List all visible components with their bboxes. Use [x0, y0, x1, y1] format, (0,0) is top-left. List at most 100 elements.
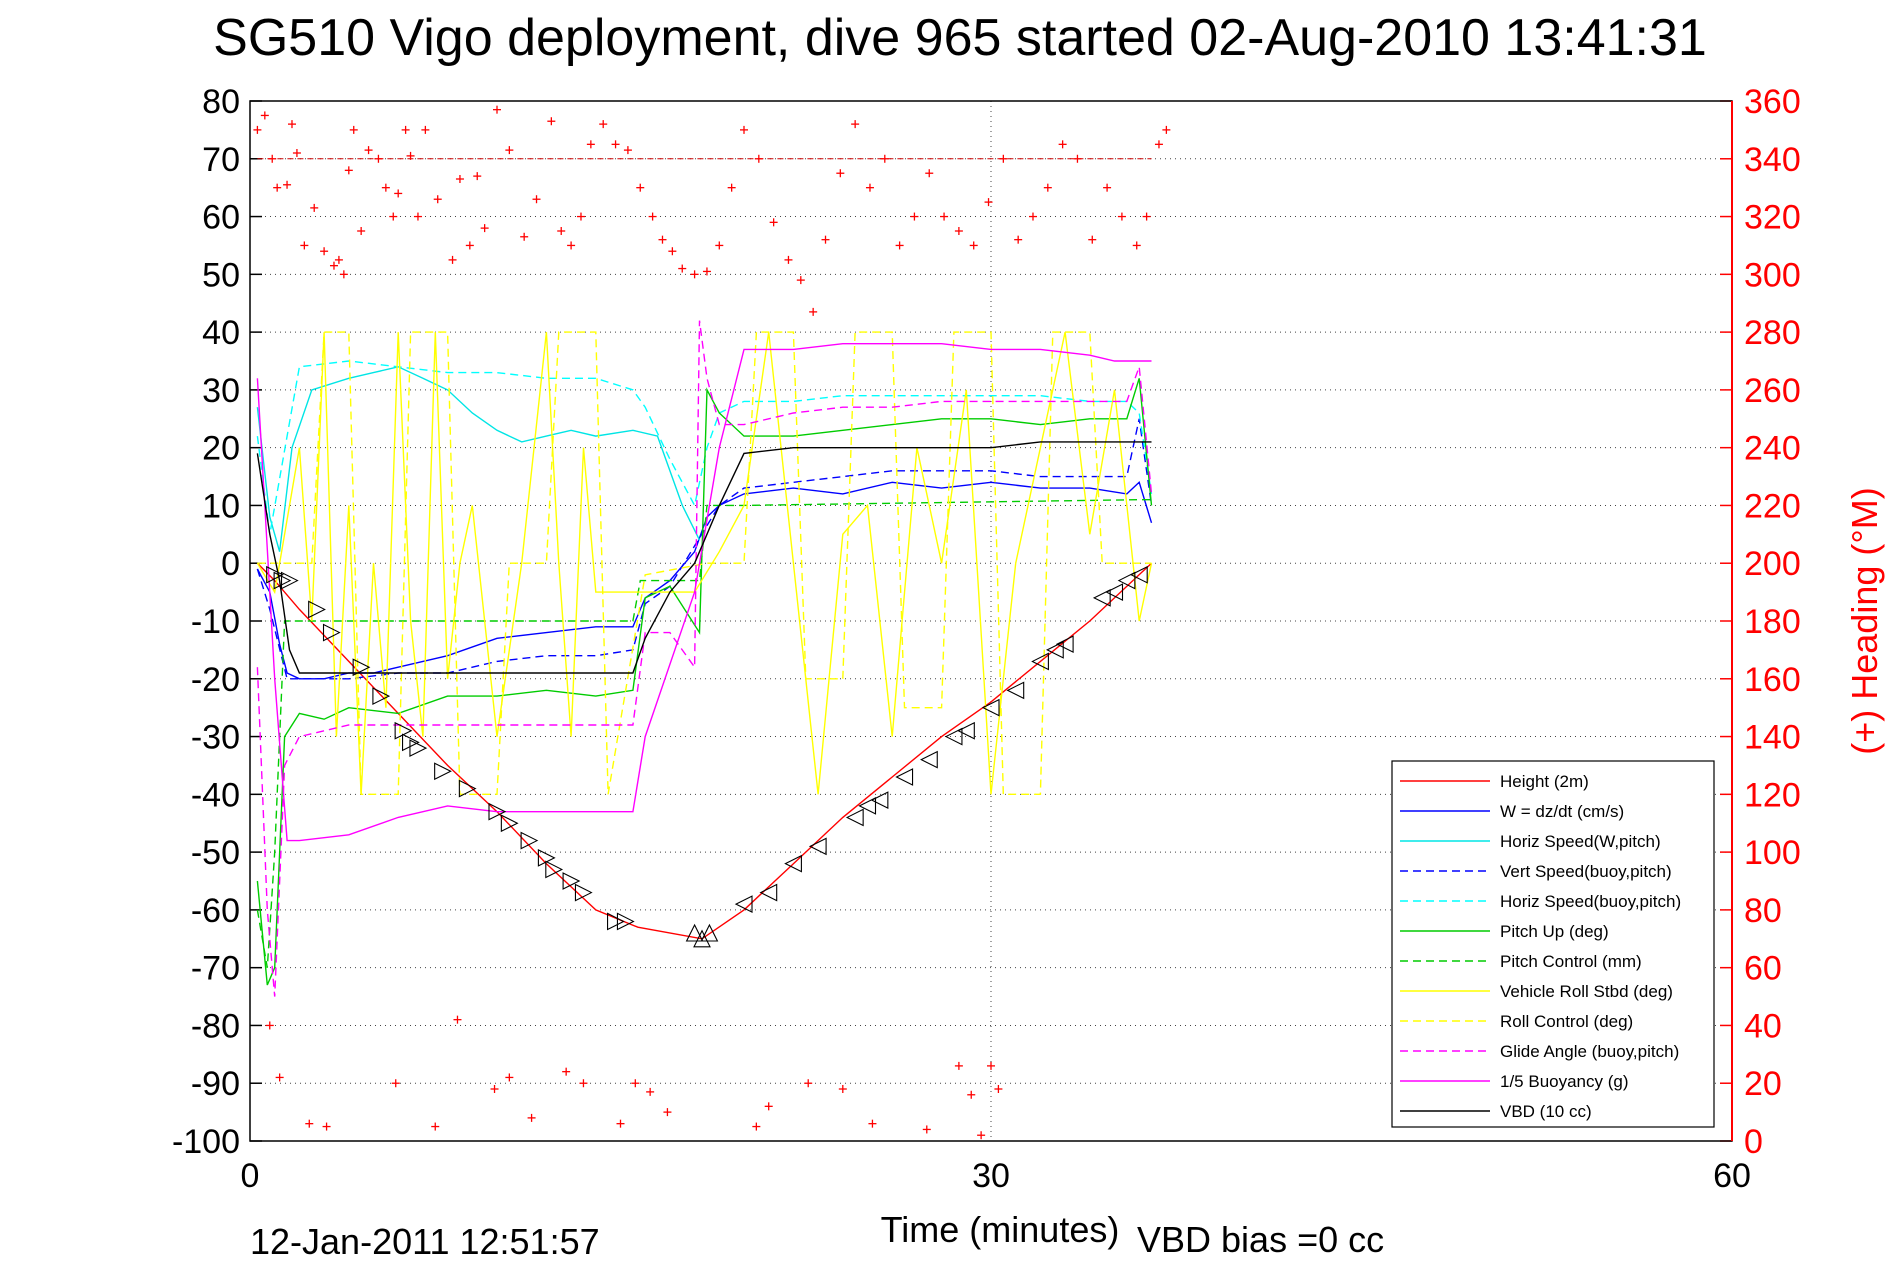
- y-tick-label-left: 10: [202, 487, 240, 525]
- heading-point: [880, 154, 889, 163]
- heading-point: [715, 241, 724, 250]
- height-marker: [434, 762, 452, 781]
- y-tick-label-left: -80: [191, 1007, 240, 1045]
- height-marker: [981, 698, 1000, 717]
- heading-point: [357, 227, 366, 235]
- heading-point: [967, 1090, 976, 1099]
- legend-label: Pitch Control (mm): [1500, 952, 1642, 971]
- y-tick-label-right: 120: [1744, 776, 1801, 814]
- heading-point: [547, 117, 556, 126]
- y-tick-label-right: 180: [1744, 603, 1801, 641]
- heading-points: [253, 105, 1171, 1140]
- heading-point: [344, 166, 353, 175]
- legend-entry: 1/5 Buoyancy (g): [1400, 1072, 1629, 1091]
- height-marker: [700, 923, 719, 942]
- y-tick-label-right: 200: [1744, 545, 1801, 583]
- series-pitch_control: [256, 499, 1152, 968]
- height-marker: [352, 658, 371, 677]
- height-marker: [808, 837, 827, 856]
- height-marker: [845, 808, 864, 827]
- heading-point: [868, 1119, 877, 1128]
- height-marker: [895, 768, 914, 786]
- legend-entry: Glide Angle (buoy,pitch): [1400, 1042, 1679, 1061]
- heading-point: [455, 175, 464, 183]
- right-axis-label: (+) Heading (°M): [1844, 487, 1885, 754]
- heading-point: [527, 1113, 536, 1122]
- heading-point: [391, 1079, 400, 1088]
- heading-point: [623, 146, 632, 155]
- legend-entry: VBD (10 cc): [1400, 1102, 1592, 1121]
- heading-point: [268, 154, 277, 163]
- heading-point: [381, 183, 390, 192]
- height-marker: [1092, 588, 1111, 607]
- heading-point: [1117, 212, 1126, 221]
- heading-point: [940, 212, 949, 221]
- heading-point: [1043, 183, 1052, 192]
- y-tick-label-right: 320: [1744, 199, 1801, 237]
- heading-point: [557, 227, 566, 235]
- heading-point: [1028, 212, 1037, 221]
- heading-point: [1132, 241, 1141, 250]
- heading-point: [329, 261, 338, 270]
- height-marker: [322, 623, 341, 642]
- heading-point: [954, 227, 963, 235]
- height-marker: [308, 600, 326, 619]
- heading-point: [1142, 212, 1151, 221]
- y-tick-label-right: 100: [1744, 834, 1801, 872]
- heading-point: [453, 1015, 462, 1024]
- heading-point: [636, 183, 645, 192]
- legend: Height (2m) W = dz/dt (cm/s) Horiz Speed(W…: [1391, 760, 1715, 1128]
- legend-label: VBD (10 cc): [1500, 1102, 1592, 1121]
- series-horiz_w: [256, 366, 701, 552]
- heading-point: [702, 267, 711, 276]
- height-marker: [1045, 640, 1064, 659]
- heading-point: [999, 154, 1008, 163]
- heading-point: [836, 169, 845, 178]
- legend-label: Vehicle Roll Stbd (deg): [1500, 982, 1673, 1001]
- y-tick-label-left: -90: [191, 1065, 240, 1103]
- height-marker: [520, 831, 539, 850]
- y-tick-label-right: 300: [1744, 256, 1801, 294]
- legend-label: Height (2m): [1500, 772, 1589, 791]
- heading-point: [769, 218, 778, 227]
- legend-box: [1391, 760, 1715, 1128]
- height-marker: [1105, 583, 1124, 602]
- legend-entry: Vert Speed(buoy,pitch): [1400, 862, 1672, 881]
- legend-label: Roll Control (deg): [1500, 1012, 1633, 1031]
- y-tick-label-right: 220: [1744, 487, 1801, 525]
- y-tick-label-left: -10: [191, 603, 240, 641]
- heading-point: [838, 1085, 847, 1093]
- y-tick-label-right: 140: [1744, 719, 1801, 757]
- legend-label: Horiz Speed(W,pitch): [1500, 832, 1661, 851]
- chart-title: SG510 Vigo deployment, dive 965 started …: [213, 9, 1707, 67]
- height-marker: [734, 895, 753, 914]
- y-tick-label-left: -30: [191, 719, 240, 757]
- height-marker: [920, 750, 938, 769]
- heading-point: [465, 241, 474, 250]
- heading-point: [631, 1079, 640, 1088]
- heading-point: [567, 241, 576, 250]
- heading-point: [668, 247, 677, 256]
- heading-point: [389, 212, 398, 221]
- heading-point: [925, 169, 934, 178]
- heading-point: [954, 1061, 963, 1070]
- heading-point: [505, 1073, 514, 1082]
- legend-entry: Height (2m): [1400, 772, 1589, 791]
- heading-point: [490, 1085, 499, 1093]
- series-buoyancy: [256, 343, 1152, 842]
- y-tick-label-right: 80: [1744, 892, 1782, 930]
- y-tick-label-left: -70: [191, 950, 240, 988]
- legend-label: W = dz/dt (cm/s): [1500, 802, 1624, 821]
- series-pitch_up: [256, 378, 1153, 986]
- heading-point: [984, 198, 993, 207]
- heading-point: [265, 1021, 274, 1030]
- series-vert_buoy: [256, 418, 1153, 680]
- height-marker: [1055, 635, 1074, 654]
- heading-point: [401, 125, 410, 134]
- y-tick-label-right: 260: [1744, 372, 1801, 410]
- height-marker: [280, 571, 299, 590]
- height-marker: [574, 883, 593, 902]
- y-tick-label-left: -60: [191, 892, 240, 930]
- heading-point: [987, 1061, 995, 1070]
- x-axis-label: Time (minutes): [881, 1209, 1120, 1250]
